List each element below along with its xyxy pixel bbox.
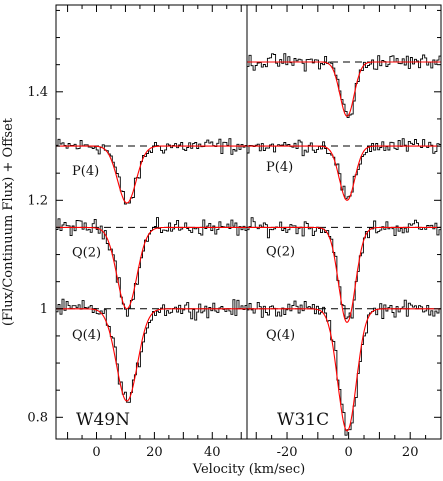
y-tick-label: 1.4 [27, 85, 48, 100]
x-tick-label: 20 [402, 445, 419, 460]
fit-w31c-3 [247, 308, 441, 432]
spectrum-w49n-2 [56, 298, 247, 403]
panel-title: W31C [277, 410, 329, 430]
x-tick-label: 20 [146, 445, 163, 460]
panel-frame-w49n [55, 4, 248, 440]
x-axis-title: Velocity (km/sec) [192, 462, 305, 477]
spectrum-w31c-0 [247, 53, 441, 119]
y-tick-label: 0.8 [27, 410, 48, 425]
x-tick-label: 0 [344, 445, 352, 460]
fit-w31c-1 [247, 145, 441, 201]
spectrum-w31c-1 [247, 138, 441, 200]
panel-frame-w31c [246, 4, 442, 440]
line-label: Q(2) [266, 244, 295, 259]
spectrum-w31c-2 [247, 217, 441, 320]
x-tick-label: 40 [204, 445, 221, 460]
line-label: P(4) [266, 160, 293, 175]
x-tick-label: -20 [277, 445, 298, 460]
fit-w49n-2 [56, 308, 247, 402]
spectrum-w31c-3 [247, 299, 441, 436]
line-label: Q(4) [266, 328, 295, 343]
spectrum-w49n-1 [56, 217, 247, 317]
y-tick-label: 1 [40, 302, 48, 317]
fit-w31c-2 [247, 226, 441, 323]
y-tick-label: 1.2 [27, 193, 48, 208]
fit-w31c-0 [247, 61, 441, 117]
y-axis-title: (Flux/Continuum Flux) + Offset [1, 117, 16, 326]
line-label: P(4) [72, 164, 99, 179]
line-label: Q(2) [72, 245, 101, 260]
line-label: Q(4) [72, 328, 101, 343]
fit-w49n-1 [56, 226, 247, 310]
panel-title: W49N [76, 410, 130, 430]
x-tick-label: 0 [92, 445, 100, 460]
fit-w49n-0 [56, 145, 247, 204]
